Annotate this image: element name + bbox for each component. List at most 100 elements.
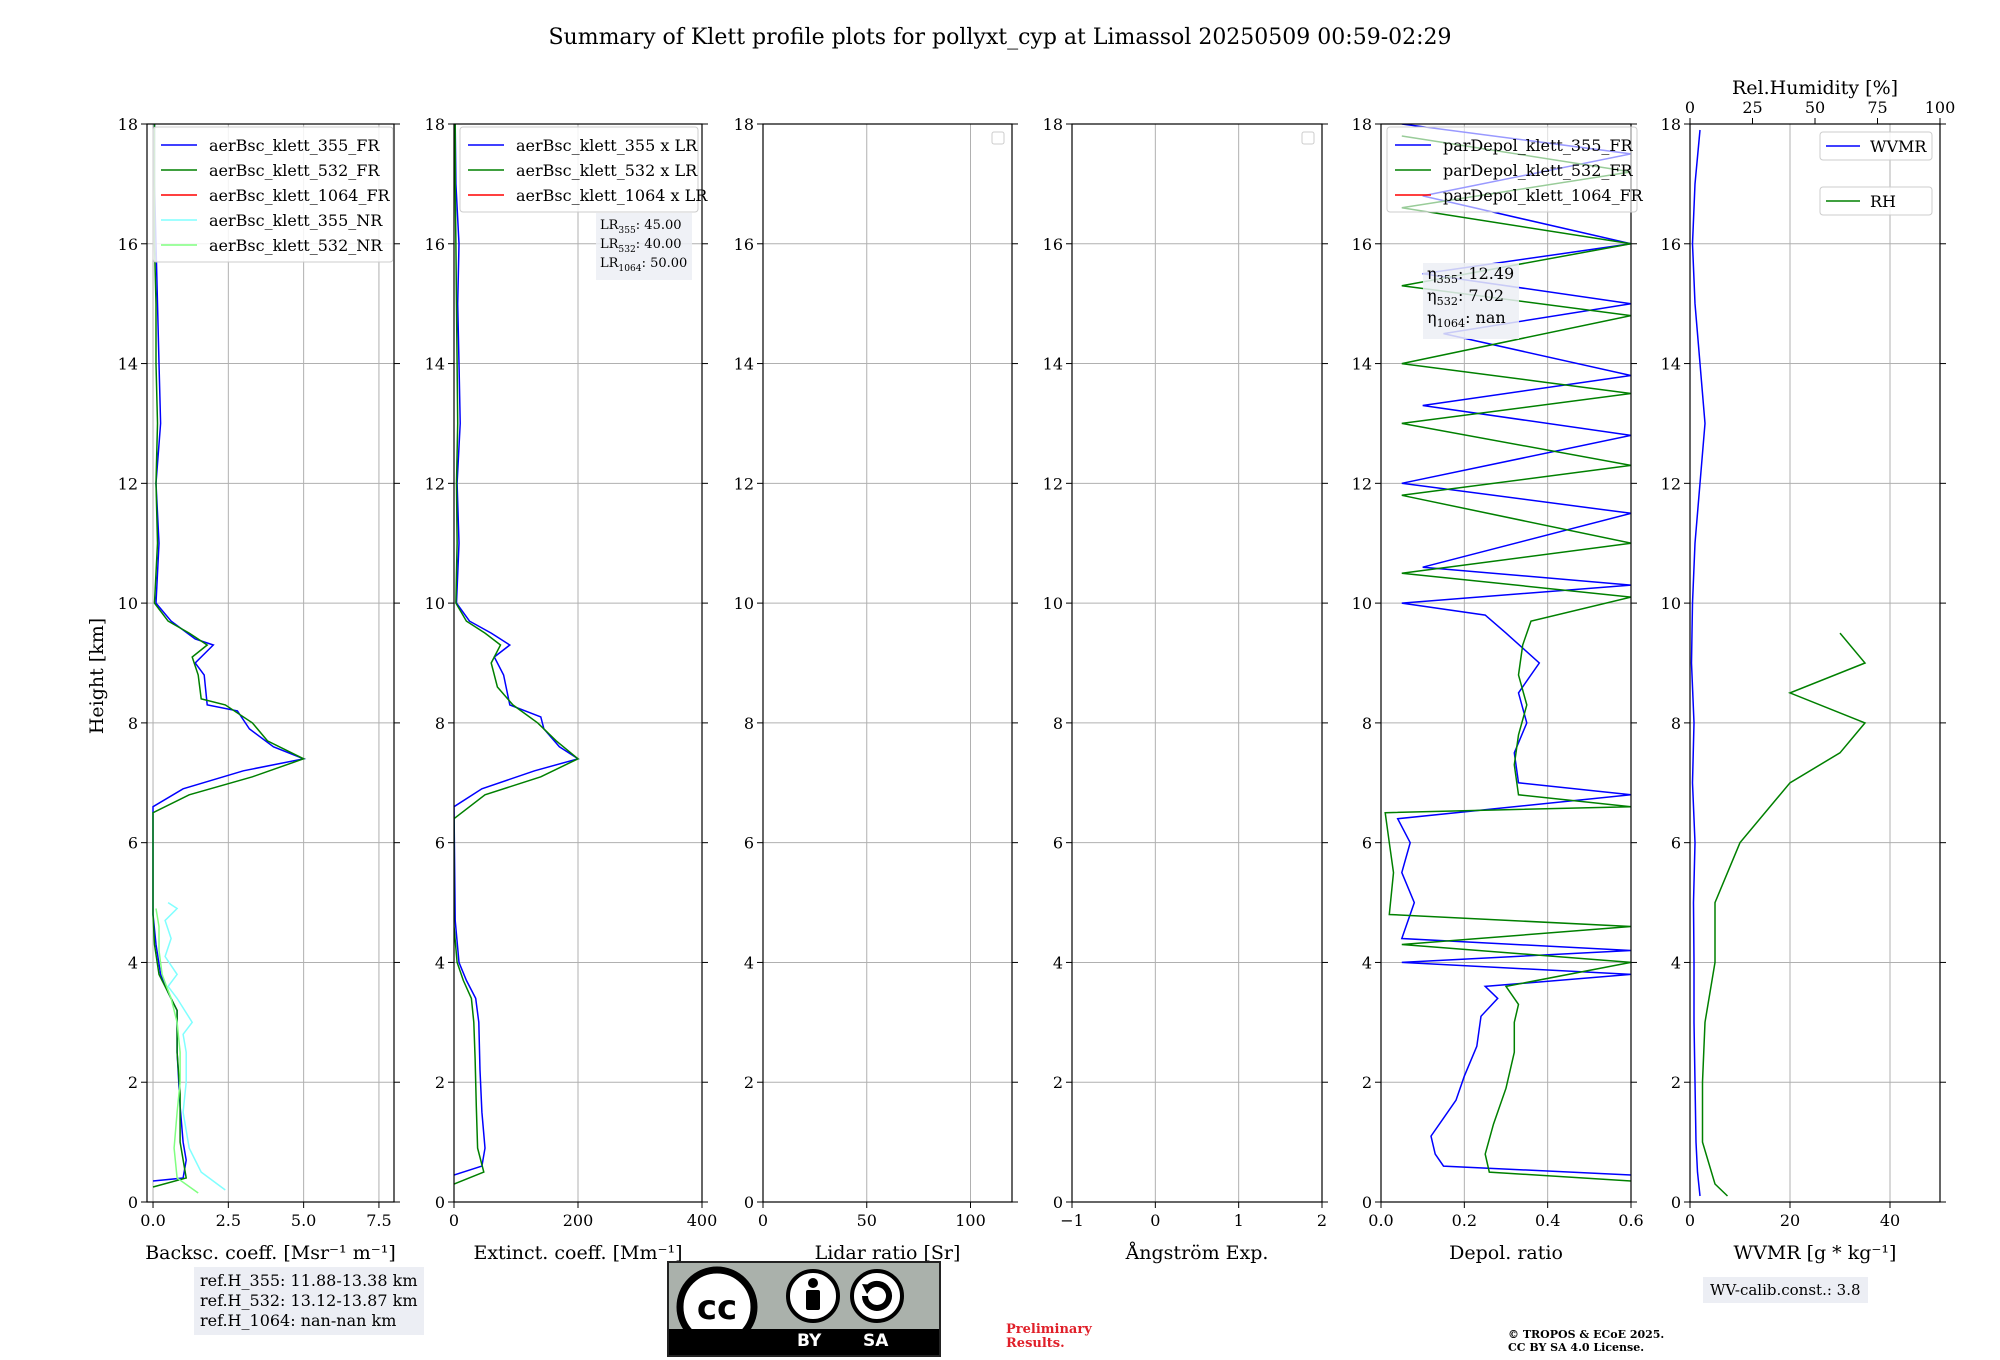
x-tick-label: 100: [955, 1211, 986, 1230]
y-tick-label: 0: [1362, 1193, 1372, 1212]
y-tick-label: 0: [744, 1193, 754, 1212]
annotation-line: LR532: 40.00: [600, 237, 682, 255]
top-x-tick-label: 0: [1685, 98, 1695, 117]
legend-entry: parDepol_klett_1064_FR: [1443, 186, 1644, 205]
axes-frame: [1689, 123, 1941, 1203]
y-tick-label: 18: [1043, 115, 1063, 134]
empty-legend-box: [991, 131, 1005, 145]
ref-heights-box: ref.H_355: 11.88-13.38 km ref.H_532: 13.…: [194, 1267, 424, 1335]
y-tick-label: 10: [734, 594, 754, 613]
y-tick-label: 18: [734, 115, 754, 134]
x-tick-label: 0: [758, 1211, 768, 1230]
y-tick-label: 2: [435, 1073, 445, 1092]
y-tick-label: 12: [425, 474, 445, 493]
legend-entry: aerBsc_klett_355 x LR: [516, 136, 698, 155]
legend-entry: aerBsc_klett_355_FR: [209, 136, 380, 155]
y-tick-label: 4: [744, 953, 754, 972]
series-line-pardepol-klett-355-fr: [1396, 124, 1631, 1176]
preliminary-line-1: Preliminary: [1006, 1322, 1092, 1337]
axes-frame: [1380, 123, 1632, 1203]
x-axis-label: Lidar ratio [Sr]: [815, 1242, 961, 1264]
y-tick-label: 16: [1661, 235, 1681, 254]
axes-frame: [762, 123, 1013, 1203]
copyright-line-1: © TROPOS & ECoE 2025.: [1508, 1328, 1665, 1341]
panel-1: 0 2 4 6 8 10 12 14 16 18 0.0 2.5 5.0 7.5 Backsc. coeff…: [118, 115, 400, 1264]
axes-frame: [1071, 123, 1323, 1203]
x-tick-label: 400: [687, 1211, 718, 1230]
y-tick-label: 8: [1671, 714, 1681, 733]
y-tick-label: 4: [1671, 953, 1681, 972]
x-tick-label: 1: [1234, 1211, 1244, 1230]
figure-title: Summary of Klett profile plots for polly…: [548, 25, 1451, 50]
y-tick-label: 16: [425, 235, 445, 254]
top-axis-label: Rel.Humidity [%]: [1732, 77, 1898, 99]
x-tick-label: 7.5: [366, 1211, 391, 1230]
y-tick-label: 6: [1053, 834, 1063, 853]
y-tick-label: 4: [1362, 953, 1372, 972]
y-tick-label: 14: [425, 355, 445, 374]
preliminary-line-2: Results.: [1006, 1336, 1065, 1351]
y-tick-label: 16: [118, 235, 138, 254]
axes-frame: [146, 123, 395, 1203]
legend-frame: [459, 126, 699, 213]
x-axis-label: Depol. ratio: [1449, 1242, 1563, 1264]
y-tick-label: 8: [1362, 714, 1372, 733]
y-tick-label: 8: [435, 714, 445, 733]
legend-entry: aerBsc_klett_355_NR: [209, 211, 383, 230]
empty-legend-box: [1301, 131, 1315, 145]
y-tick-label: 12: [1352, 474, 1372, 493]
legend-entry: parDepol_klett_532_FR: [1443, 161, 1634, 180]
y-tick-label: 10: [1661, 594, 1681, 613]
y-tick-label: 12: [1043, 474, 1063, 493]
x-tick-label: 50: [857, 1211, 877, 1230]
annotation-line: η1064: nan: [1427, 308, 1506, 330]
copyright-line-2: CC BY SA 4.0 License.: [1508, 1341, 1645, 1354]
legend-entry: aerBsc_klett_1064_FR: [209, 186, 391, 205]
y-tick-label: 16: [1043, 235, 1063, 254]
annotation-line: LR355: 45.00: [600, 218, 682, 236]
x-tick-label: 0.4: [1535, 1211, 1560, 1230]
y-tick-label: 0: [1053, 1193, 1063, 1212]
y-tick-label: 6: [1671, 834, 1681, 853]
ref-height-1064: ref.H_1064: nan-nan km: [200, 1311, 397, 1330]
copyright-note: © TROPOS & ECoE 2025. CC BY SA 4.0 Licen…: [1508, 1328, 1664, 1354]
y-tick-label: 14: [734, 355, 754, 374]
y-tick-label: 10: [425, 594, 445, 613]
wv-calib-box: WV-calib.const.: 3.8: [1703, 1277, 1868, 1303]
y-tick-label: 0: [1671, 1193, 1681, 1212]
x-tick-label: 20: [1780, 1211, 1800, 1230]
y-tick-label: 12: [1661, 474, 1681, 493]
annotation-line: LR1064: 50.00: [600, 256, 687, 274]
annotation-frame: [1423, 263, 1519, 339]
series-line-aerbsc-klett-532-nr: [155, 908, 199, 1194]
y-tick-label: 14: [118, 355, 138, 374]
top-x-tick-label: 75: [1867, 98, 1887, 117]
y-tick-label: 14: [1352, 355, 1372, 374]
series-line-wvmr: [1690, 129, 1706, 1197]
legend-frame: [1386, 126, 1638, 213]
ref-height-355: ref.H_355: 11.88-13.38 km: [200, 1271, 418, 1290]
x-tick-label: 0: [1150, 1211, 1160, 1230]
annotation-frame: [596, 213, 692, 280]
cc-by-label: BY: [797, 1331, 822, 1351]
y-tick-label: 14: [1661, 355, 1681, 374]
legend-entry: aerBsc_klett_532 x LR: [516, 161, 698, 180]
x-tick-label: 40: [1880, 1211, 1900, 1230]
legend-frame: [1819, 186, 1933, 216]
panel-2: 0 2 4 6 8 10 12 14 16 18 0 200 400 Extinct. coeff. [M…: [425, 115, 718, 1264]
y-tick-label: 6: [435, 834, 445, 853]
x-tick-label: 5.0: [291, 1211, 316, 1230]
svg-text:cc: cc: [697, 1288, 737, 1328]
x-tick-label: 0.0: [140, 1211, 165, 1230]
preliminary-note: Preliminary Results.: [1006, 1323, 1092, 1351]
y-tick-label: 18: [425, 115, 445, 134]
legend-box: RH: [1819, 186, 1933, 216]
panel-3: 0 2 4 6 8 10 12 14 16 18 0 50 100 Lidar ratio [Sr]: [734, 115, 1018, 1264]
x-tick-label: 200: [563, 1211, 594, 1230]
x-tick-label: 0.0: [1368, 1211, 1393, 1230]
x-tick-label: 0.6: [1618, 1211, 1643, 1230]
